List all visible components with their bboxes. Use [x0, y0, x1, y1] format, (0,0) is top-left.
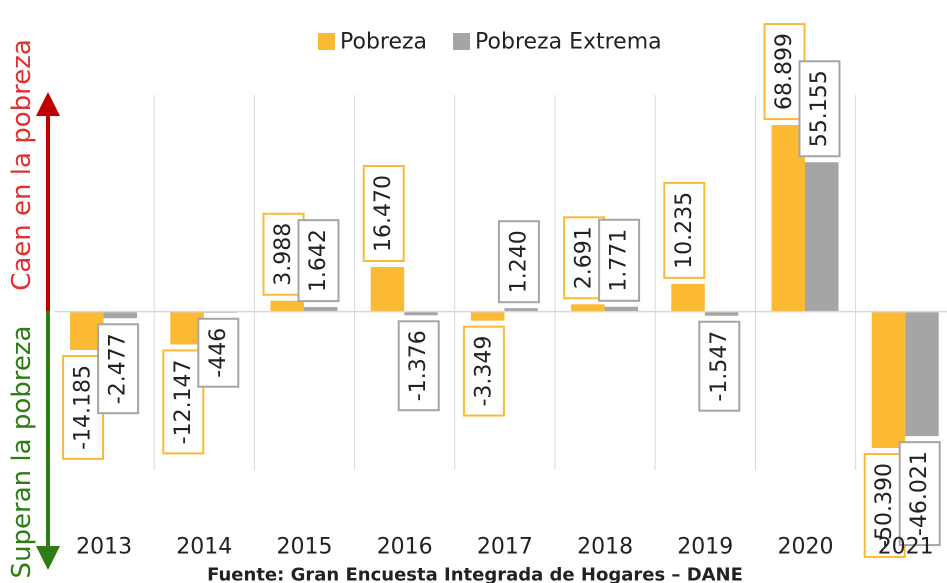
value-label-text: 16.470: [371, 175, 396, 252]
x-tick-label: 2018: [577, 535, 633, 560]
label-box: [297, 219, 340, 303]
x-tick-label: 2013: [76, 535, 132, 560]
x-tick-label: 2016: [377, 535, 433, 560]
bar: [304, 307, 338, 312]
label-box: [898, 441, 941, 547]
value-label-text: 1.771: [607, 229, 632, 292]
bar: [604, 306, 639, 312]
value-label-text: -446: [206, 328, 231, 378]
value-label-text: -14.185: [71, 365, 96, 450]
value-label: -3.349: [462, 325, 505, 417]
label-box: [598, 218, 641, 302]
label-box: [97, 323, 140, 415]
label-box: [462, 325, 505, 417]
value-label: 16.470: [362, 165, 405, 262]
value-label: -1.376: [397, 320, 440, 412]
legend-swatch: [318, 33, 335, 50]
legend-swatch: [453, 33, 471, 50]
value-label-text: 1.642: [306, 229, 331, 292]
legend-label: Pobreza Extrema: [475, 30, 662, 55]
label-box: [663, 181, 706, 279]
value-label: -12.147: [162, 349, 205, 455]
value-label-text: -12.147: [171, 359, 196, 444]
bar: [671, 283, 705, 312]
source: Fuente: Gran Encuesta Integrada de Hogar…: [207, 565, 743, 583]
label-box: [362, 165, 405, 262]
value-label-text: 55.155: [807, 70, 832, 147]
up-annotation: Caen en la pobreza: [7, 39, 37, 291]
value-label: -446: [197, 317, 240, 388]
value-label-text: 1.240: [506, 230, 531, 293]
bar: [704, 311, 739, 316]
x-tick-label: 2021: [878, 535, 934, 560]
bar: [504, 308, 538, 312]
bar: [370, 266, 405, 312]
value-label: -14.185: [62, 354, 105, 460]
value-label-text: -2.477: [106, 333, 131, 404]
value-label-text: -1.376: [406, 330, 431, 401]
value-label: -2.477: [97, 323, 140, 415]
value-label: 1.771: [598, 218, 641, 302]
value-label: 55.155: [798, 60, 841, 158]
value-label-text: 10.235: [672, 192, 697, 269]
value-label: 1.240: [497, 220, 540, 304]
label-box: [162, 349, 205, 455]
value-label: 68.899: [763, 23, 806, 121]
value-label-text: -46.021: [907, 451, 932, 536]
bar: [905, 311, 939, 437]
x-tick-label: 2014: [176, 535, 232, 560]
value-label-text: -50.390: [872, 463, 897, 548]
label-box: [262, 212, 305, 296]
bar: [270, 300, 304, 312]
x-tick-label: 2020: [778, 535, 834, 560]
label-box: [397, 320, 440, 412]
label-box: [863, 452, 906, 558]
value-label-text: 2.691: [572, 226, 597, 289]
label-box: [798, 60, 841, 158]
bar: [571, 304, 605, 312]
legend-label: Pobreza: [340, 30, 427, 55]
label-box: [197, 317, 240, 388]
value-label-text: -1.547: [707, 331, 732, 402]
down-annotation: Superan la pobreza: [7, 326, 37, 579]
bar: [404, 311, 438, 316]
value-label: -46.021: [898, 441, 941, 547]
value-label: 2.691: [563, 216, 606, 300]
value-label-text: 68.899: [772, 33, 797, 110]
value-label: -1.547: [698, 320, 741, 412]
value-label: 1.642: [297, 219, 340, 303]
x-tick-label: 2015: [277, 535, 333, 560]
bar: [103, 311, 138, 319]
x-tick-label: 2017: [477, 535, 533, 560]
bar: [805, 162, 839, 312]
value-label-text: -3.349: [471, 336, 496, 407]
label-box: [763, 23, 806, 121]
bar: [470, 311, 505, 321]
bar: [871, 311, 906, 448]
label-box: [698, 320, 741, 412]
label-box: [62, 354, 105, 460]
value-label: 3.988: [262, 212, 305, 296]
value-label: -50.390: [863, 452, 906, 558]
x-tick-label: 2019: [677, 535, 733, 560]
label-box: [497, 220, 540, 304]
value-label: 10.235: [663, 181, 706, 279]
value-label-text: 3.988: [271, 223, 296, 286]
